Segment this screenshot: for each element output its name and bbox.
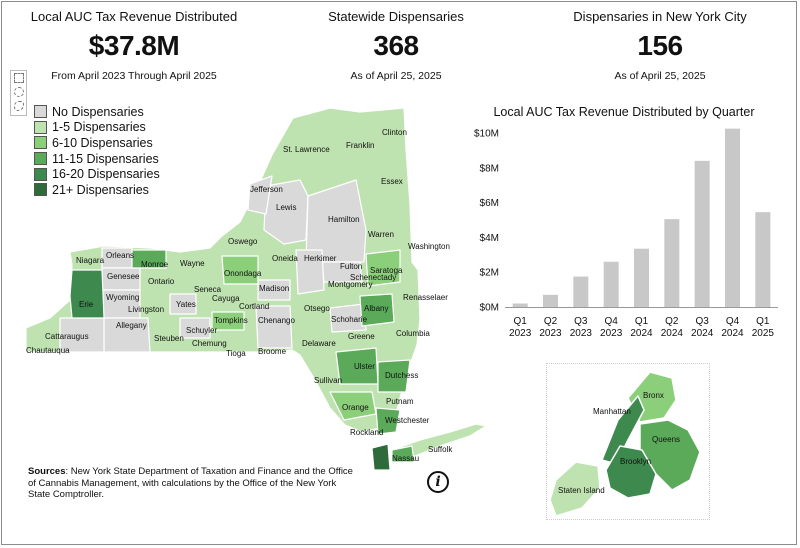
kpi-title: Statewide Dispensaries [328,9,464,24]
kpi-value: 368 [373,30,419,61]
legend-label: No Dispensaries [52,104,144,119]
legend-item[interactable]: 16-20 Dispensaries [34,166,160,182]
kpi-subtitle: As of April 25, 2025 [350,70,442,82]
legend-swatch [34,136,47,150]
legend-swatch [34,183,47,197]
kpi-value: 156 [637,30,683,61]
legend-label: 16-20 Dispensaries [52,167,160,182]
legend-swatch [34,120,47,134]
kpi-subtitle: From April 2023 Through April 2025 [51,70,217,82]
kpi-title: Local AUC Tax Revenue Distributed [30,9,238,24]
legend-item[interactable]: No Dispensaries [34,104,160,120]
legend-item[interactable]: 6-10 Dispensaries [34,135,160,151]
radial-select-icon[interactable] [11,85,26,99]
kpi-value: $37.8M [88,30,180,61]
kpi-subtitle: As of April 25, 2025 [614,70,706,82]
kpi-statewide-dispensaries: Statewide Dispensaries 368 As of April 2… [296,9,496,82]
legend-swatch [34,167,47,181]
sources-note: Sources: New York State Department of Ta… [28,466,358,501]
legend-label: 21+ Dispensaries [52,182,149,197]
legend-item[interactable]: 21+ Dispensaries [34,182,160,198]
nyc-inset-frame [546,363,710,520]
map-selection-toolbar [10,70,27,116]
map-legend: No Dispensaries 1-5 Dispensaries 6-10 Disp… [34,104,160,198]
legend-item[interactable]: 1-5 Dispensaries [34,120,160,136]
kpi-title: Dispensaries in New York City [573,9,747,24]
kpi-tax-revenue: Local AUC Tax Revenue Distributed $37.8M… [14,9,254,82]
info-icon[interactable]: i [427,471,449,493]
legend-swatch [34,152,47,166]
rectangle-select-icon[interactable] [11,71,26,85]
chart-title: Local AUC Tax Revenue Distributed by Qua… [493,105,755,119]
lasso-select-icon[interactable] [11,99,26,113]
sources-label: Sources [28,466,66,477]
legend-item[interactable]: 11-15 Dispensaries [34,151,160,167]
kpi-nyc-dispensaries: Dispensaries in New York City 156 As of … [550,9,770,82]
legend-label: 11-15 Dispensaries [52,151,159,166]
sources-text: : New York State Department of Taxation … [28,466,353,500]
legend-swatch [34,105,47,119]
legend-label: 6-10 Dispensaries [52,135,153,150]
legend-label: 1-5 Dispensaries [52,120,146,135]
